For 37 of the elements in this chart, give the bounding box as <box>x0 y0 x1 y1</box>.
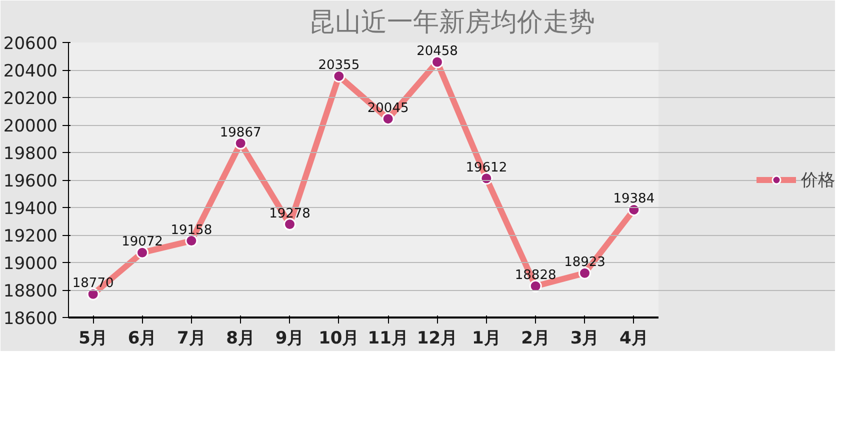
data-label: 18923 <box>564 255 606 270</box>
data-label: 19158 <box>170 222 212 238</box>
y-tick-label: 19000 <box>3 254 58 274</box>
data-label: 18770 <box>72 276 114 292</box>
x-tick-label: 3月 <box>570 328 600 348</box>
chart-title: 昆山近一年新房均价走势 <box>309 8 595 38</box>
data-label: 19278 <box>269 206 310 222</box>
data-label: 18828 <box>514 268 556 284</box>
x-tick-label: 1月 <box>472 328 501 348</box>
y-tick-label: 18800 <box>3 282 58 302</box>
data-label: 20045 <box>367 100 409 116</box>
data-label: 19612 <box>466 160 508 176</box>
y-tick-label: 19600 <box>3 172 58 192</box>
x-tick-label: 9月 <box>275 328 304 348</box>
data-label: 20458 <box>416 44 458 60</box>
y-tick-label: 20200 <box>3 89 58 109</box>
y-tick-label: 20600 <box>3 34 58 54</box>
y-tick-label: 19200 <box>3 226 58 246</box>
x-tick-label: 8月 <box>226 328 256 348</box>
x-tick-label: 12月 <box>416 328 458 348</box>
x-tick-label: 11月 <box>368 328 408 348</box>
data-label: 20355 <box>318 58 360 74</box>
y-tick-label: 20000 <box>3 116 58 136</box>
y-tick-label: 19800 <box>3 144 58 164</box>
x-tick-label: 5月 <box>78 328 108 348</box>
legend-label: 价格 <box>801 169 835 191</box>
y-tick-label: 20400 <box>3 62 58 82</box>
x-tick-label: 10月 <box>318 328 360 348</box>
data-label: 19867 <box>220 125 262 140</box>
x-tick-label: 6月 <box>128 328 157 348</box>
data-label: 19384 <box>613 192 655 207</box>
data-label: 19072 <box>122 234 163 250</box>
x-tick-label: 7月 <box>177 328 206 348</box>
y-tick-label: 19400 <box>3 199 58 219</box>
x-tick-label: 4月 <box>620 328 648 348</box>
x-tick-label: 2月 <box>521 328 550 348</box>
y-tick-label: 18600 <box>3 309 58 329</box>
